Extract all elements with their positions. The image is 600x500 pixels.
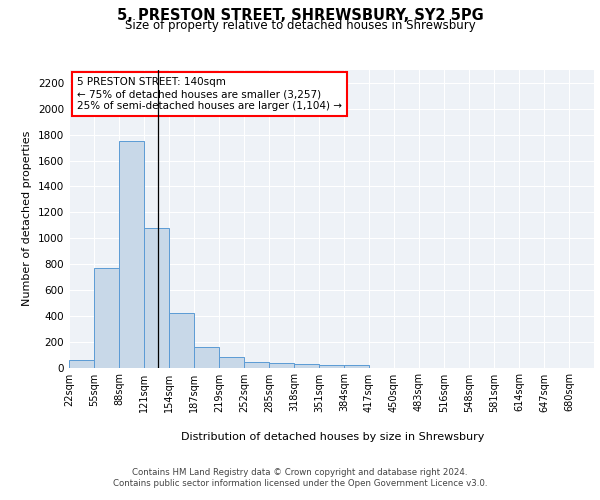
Bar: [169, 313, 194, 368]
Bar: [219, 356, 244, 368]
Text: 5, PRESTON STREET, SHREWSBURY, SY2 5PG: 5, PRESTON STREET, SHREWSBURY, SY2 5PG: [116, 8, 484, 22]
Text: Distribution of detached houses by size in Shrewsbury: Distribution of detached houses by size …: [181, 432, 485, 442]
Text: Contains HM Land Registry data © Crown copyright and database right 2024.
Contai: Contains HM Land Registry data © Crown c…: [113, 468, 487, 487]
Bar: [319, 365, 344, 368]
Bar: [69, 360, 94, 368]
Bar: [119, 141, 144, 368]
Y-axis label: Number of detached properties: Number of detached properties: [22, 131, 32, 306]
Bar: [194, 348, 219, 368]
Text: 5 PRESTON STREET: 140sqm
← 75% of detached houses are smaller (3,257)
25% of sem: 5 PRESTON STREET: 140sqm ← 75% of detach…: [77, 78, 342, 110]
Bar: [269, 363, 294, 368]
Bar: [344, 365, 369, 368]
Bar: [294, 364, 319, 368]
Bar: [144, 228, 169, 368]
Text: Size of property relative to detached houses in Shrewsbury: Size of property relative to detached ho…: [125, 19, 475, 32]
Bar: [244, 362, 269, 368]
Bar: [94, 268, 119, 368]
